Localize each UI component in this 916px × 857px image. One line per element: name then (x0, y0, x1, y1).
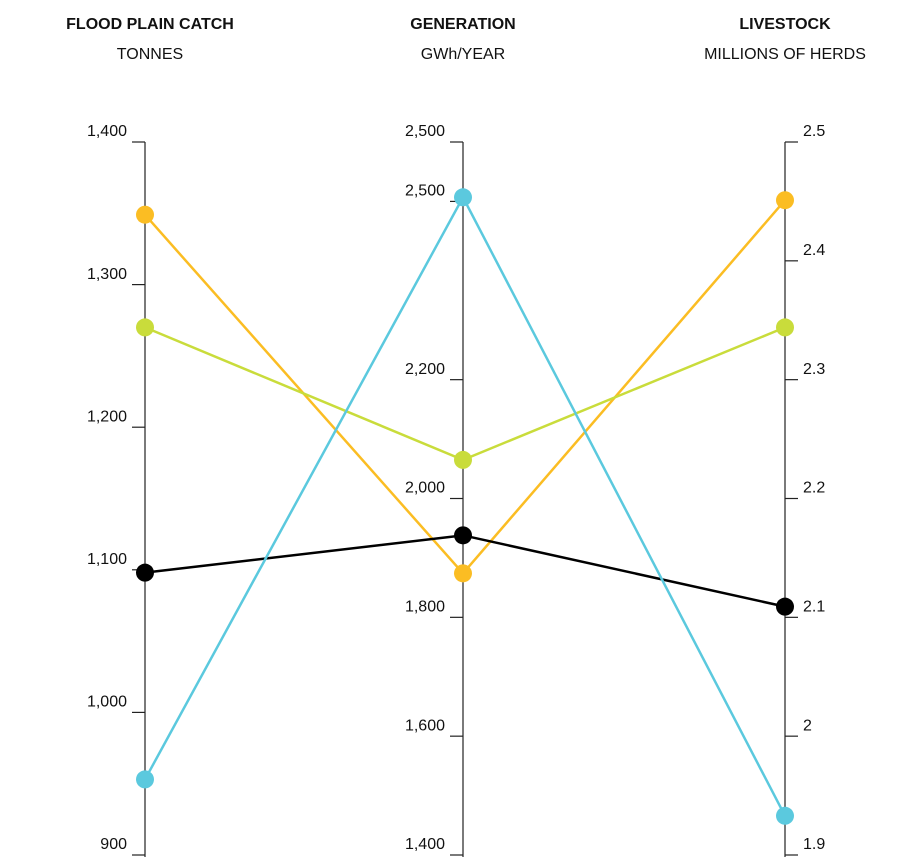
series-line (144, 199, 786, 576)
y-tick-label: 2,000 (405, 480, 445, 497)
point (776, 318, 794, 337)
point (776, 806, 794, 825)
y-tick-label: 2.2 (803, 480, 825, 497)
axis-subtitle: TONNES (117, 46, 183, 63)
y-tick-label: 2,500 (405, 123, 445, 140)
series-line (143, 194, 787, 817)
y-tick-label: 2 (803, 717, 812, 734)
y-tick-label: 1,300 (87, 266, 127, 283)
y-tick-label: 2.4 (803, 242, 825, 259)
point (454, 188, 472, 207)
y-tick-label: 1.9 (803, 836, 825, 853)
y-tick-label: 1,800 (405, 599, 445, 616)
y-tick-label: 1,000 (87, 694, 127, 711)
point (136, 770, 154, 789)
y-tick-label: 1,400 (405, 836, 445, 853)
axis-title: FLOOD PLAIN CATCH (66, 16, 234, 33)
y-tick-label: 1,100 (87, 551, 127, 568)
y-tick-label: 2.3 (803, 361, 825, 378)
axis-title: LIVESTOCK (739, 16, 831, 33)
point (454, 564, 472, 583)
y-tick-label: 1,200 (87, 408, 127, 425)
y-tick-label: 2.5 (803, 123, 825, 140)
series-line (144, 326, 786, 462)
y-tick-label: 900 (100, 836, 127, 853)
y-tick-label: 2.1 (803, 599, 825, 616)
y-tick-label: 1,600 (405, 717, 445, 734)
point (136, 205, 154, 224)
y-tick-label: 1,400 (87, 123, 127, 140)
axis-subtitle: GWh/YEAR (421, 46, 505, 63)
point (776, 597, 794, 616)
y-tick-label: 2,500 (405, 183, 445, 200)
y-tick-label: 2,200 (405, 361, 445, 378)
point (776, 191, 794, 210)
point (136, 318, 154, 337)
point (136, 563, 154, 582)
point (454, 450, 472, 469)
axis-title: GENERATION (410, 16, 515, 33)
axis-subtitle: MILLIONS OF HERDS (704, 46, 866, 63)
point (454, 526, 472, 545)
